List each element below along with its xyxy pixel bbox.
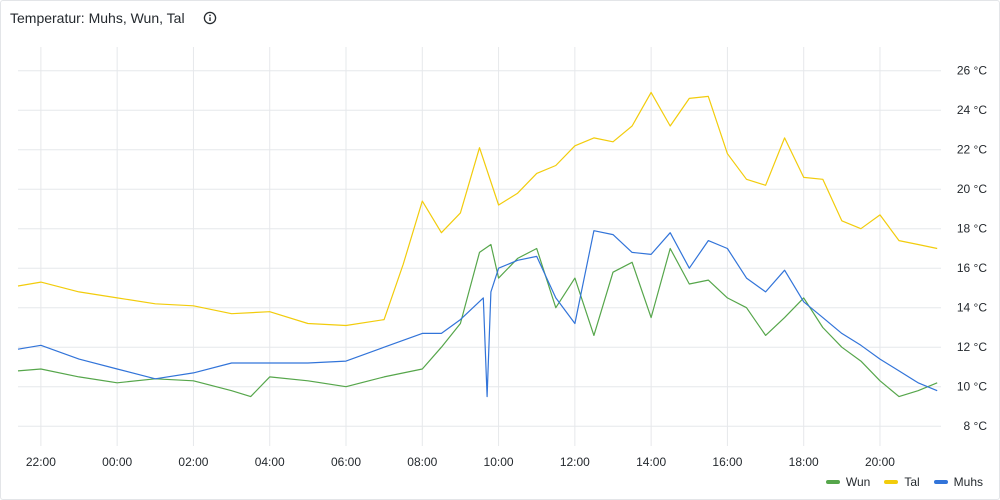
x-tick-label: 02:00 [178, 455, 208, 469]
y-tick-label: 8 °C [964, 419, 988, 433]
info-circle-icon[interactable] [203, 11, 217, 25]
x-tick-label: 14:00 [636, 455, 666, 469]
x-tick-label: 22:00 [26, 455, 56, 469]
series-line-wun[interactable] [17, 243, 938, 398]
x-tick-label: 16:00 [712, 455, 742, 469]
panel-header[interactable]: Temperatur: Muhs, Wun, Tal [1, 1, 999, 35]
y-tick-label: 22 °C [957, 143, 987, 157]
y-tick-label: 26 °C [957, 64, 987, 78]
x-tick-label: 08:00 [407, 455, 437, 469]
legend-swatch [933, 480, 948, 484]
legend-swatch [884, 480, 899, 484]
x-tick-label: 18:00 [789, 455, 819, 469]
series-line-tal[interactable] [17, 91, 938, 327]
y-tick-label: 20 °C [957, 182, 987, 196]
legend-swatch [825, 480, 840, 484]
legend-item-muhs[interactable]: Muhs [933, 475, 983, 489]
y-tick-label: 24 °C [957, 103, 987, 117]
y-tick-label: 12 °C [957, 340, 987, 354]
y-tick-label: 10 °C [957, 380, 987, 394]
legend-item-tal[interactable]: Tal [884, 475, 920, 489]
x-tick-label: 20:00 [865, 455, 895, 469]
y-tick-label: 16 °C [957, 261, 987, 275]
chart-legend: Wun Tal Muhs [825, 475, 983, 489]
legend-item-wun[interactable]: Wun [825, 475, 871, 489]
series-line-muhs[interactable] [17, 230, 938, 398]
x-tick-label: 12:00 [560, 455, 590, 469]
legend-label: Muhs [953, 475, 983, 489]
x-tick-label: 00:00 [102, 455, 132, 469]
y-tick-label: 18 °C [957, 222, 987, 236]
x-tick-label: 10:00 [484, 455, 514, 469]
legend-label: Tal [904, 475, 920, 489]
x-tick-label: 04:00 [255, 455, 285, 469]
panel-title[interactable]: Temperatur: Muhs, Wun, Tal [10, 10, 185, 26]
x-tick-label: 06:00 [331, 455, 361, 469]
y-tick-label: 14 °C [957, 301, 987, 315]
legend-label: Wun [845, 475, 871, 489]
